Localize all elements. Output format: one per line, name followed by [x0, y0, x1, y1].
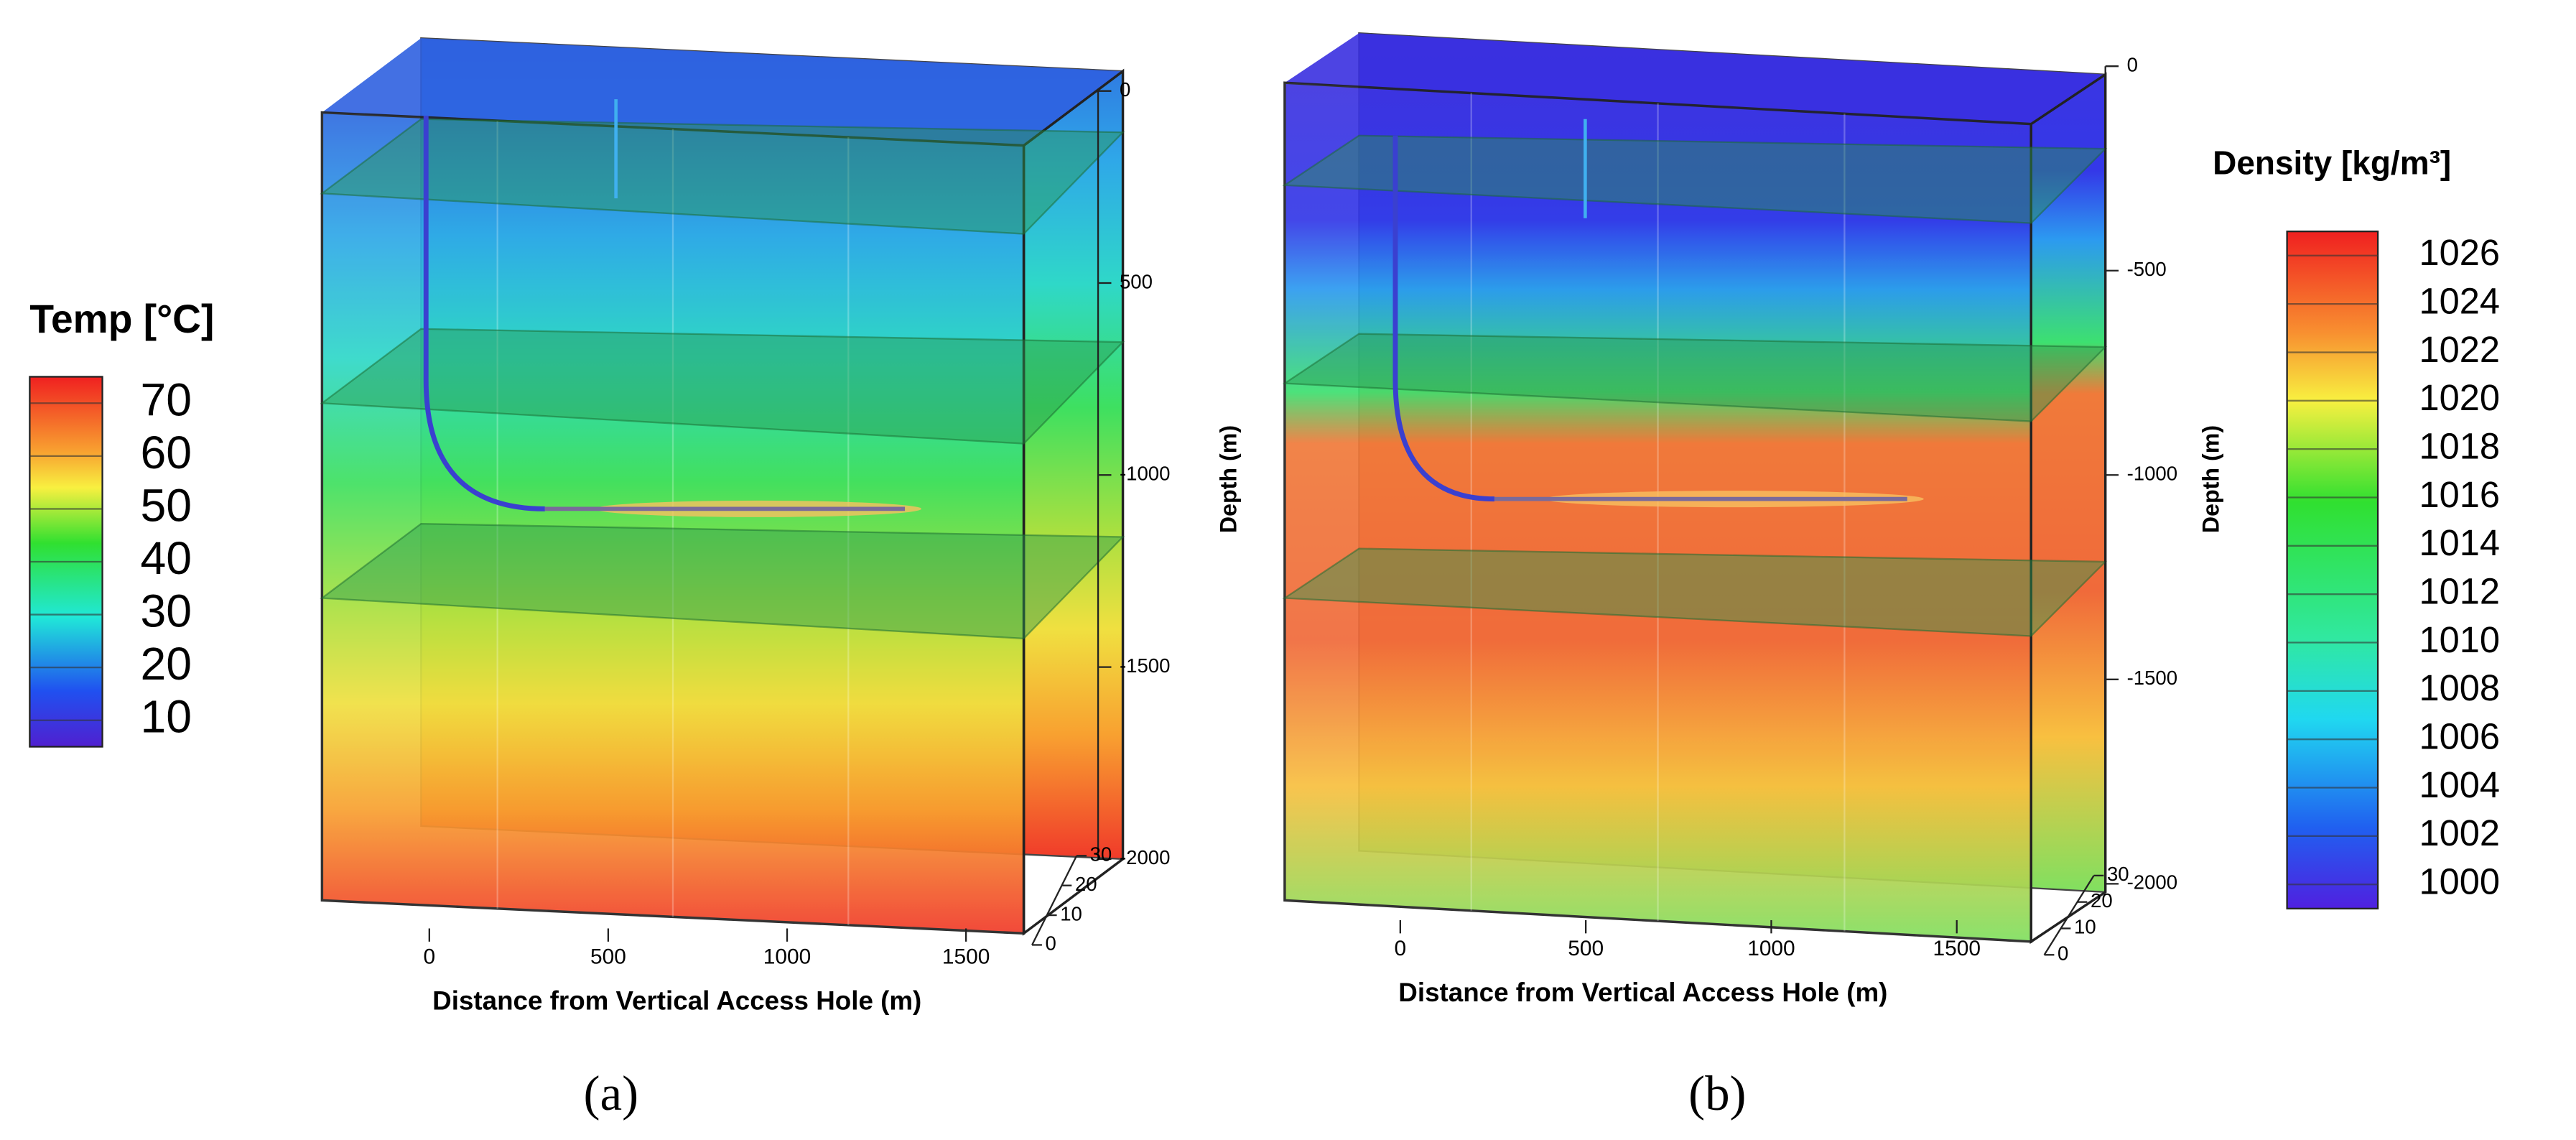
width-axis — [2043, 875, 2095, 955]
colorbar-tick-label: 1018 — [2419, 426, 2501, 467]
colorbar-tick-label: 1012 — [2419, 571, 2501, 612]
width-axis — [1031, 855, 1078, 945]
colorbar-tick-label: 1006 — [2419, 716, 2501, 757]
width-tick-label: 20 — [2091, 889, 2113, 912]
depth-tick-label: -1500 — [2127, 667, 2178, 689]
width-tick-label: 10 — [2074, 916, 2096, 938]
colorbar-tick-label: 1010 — [2419, 619, 2501, 660]
colorbar — [2286, 230, 2379, 910]
depth-tick-label: 0 — [2127, 53, 2138, 75]
distance-tick-label: 500 — [590, 945, 626, 969]
distance-tick-label: 1000 — [1747, 937, 1795, 960]
colorbar-tick-label: 50 — [140, 479, 192, 531]
depth-tick-label: -500 — [2127, 258, 2167, 280]
distance-label: Distance from Vertical Access Hole (m) — [432, 986, 921, 1016]
well — [1392, 135, 1494, 502]
colorbar-tick-label: 1024 — [2419, 280, 2501, 321]
colorbar-tick-label: 1004 — [2419, 764, 2501, 805]
width-tick-label: 0 — [1045, 932, 1056, 955]
colorbar-tick-label: 1000 — [2419, 861, 2501, 902]
panel-label: (a) — [583, 1066, 638, 1121]
colorbar-tick-label: 1002 — [2419, 812, 2501, 853]
box-top — [322, 38, 1123, 146]
distance-tick-label: 1000 — [763, 945, 811, 969]
distance-tick-label: 500 — [1568, 937, 1604, 960]
distance-label: Distance from Vertical Access Hole (m) — [1398, 978, 1887, 1007]
colorbar-tick-label: 30 — [140, 585, 192, 637]
depth-tick-label: 0 — [1120, 78, 1130, 101]
depth-tick-label: -2000 — [2127, 871, 2178, 894]
distance-tick-label: 0 — [424, 945, 436, 969]
depth-label: Depth (m) — [1216, 425, 1242, 533]
layer — [320, 118, 1125, 235]
distance-tick-label: 1500 — [1933, 937, 1981, 960]
box-side — [1022, 68, 1125, 936]
width-tick-label: 20 — [1075, 873, 1097, 895]
colorbar-tick-label: 1022 — [2419, 329, 2501, 370]
colorbar-tick-label: 60 — [140, 427, 192, 478]
layer — [320, 522, 1125, 640]
width-tick-label: 10 — [1060, 902, 1082, 924]
colorbar-tick-label: 40 — [140, 532, 192, 584]
colorbar-title: Temp [°C] — [29, 297, 214, 341]
depth-tick-label: 500 — [1120, 270, 1153, 292]
colorbar-tick-label: 20 — [140, 638, 192, 690]
colorbar-title: Density [kg/m³] — [2213, 144, 2451, 181]
distance-tick-label: 0 — [1395, 937, 1407, 960]
width-tick-label: 30 — [1090, 843, 1112, 866]
colorbar-tick-label: 1016 — [2419, 474, 2501, 515]
depth-tick-label: -2000 — [1120, 846, 1171, 868]
colorbar-tick-label: 1014 — [2419, 522, 2501, 563]
colorbar-tick-label: 70 — [140, 374, 192, 425]
panel-label: (b) — [1688, 1066, 1746, 1121]
colorbar-tick-label: 1026 — [2419, 232, 2501, 273]
width-tick-label: 0 — [2057, 942, 2068, 965]
width-tick-label: 30 — [2107, 863, 2129, 885]
depth-tick-label: -1500 — [1120, 654, 1171, 677]
depth-tick-label: -1000 — [2127, 463, 2178, 485]
depth-tick-label: -1000 — [1120, 463, 1171, 485]
layer — [320, 328, 1125, 445]
panel: 0 -500 -1000 -1500 -2000 Depth (m) 0 500 1000 150… — [1282, 32, 2501, 1121]
colorbar-tick-label: 10 — [140, 691, 192, 743]
depth-label: Depth (m) — [2198, 425, 2224, 533]
box-side — [2029, 72, 2107, 945]
distance-tick-label: 1500 — [942, 945, 990, 969]
box-top — [1284, 33, 2106, 124]
well — [423, 116, 545, 511]
colorbar-tick-label: 1020 — [2419, 377, 2501, 418]
colorbar-tick-label: 1008 — [2419, 667, 2501, 708]
